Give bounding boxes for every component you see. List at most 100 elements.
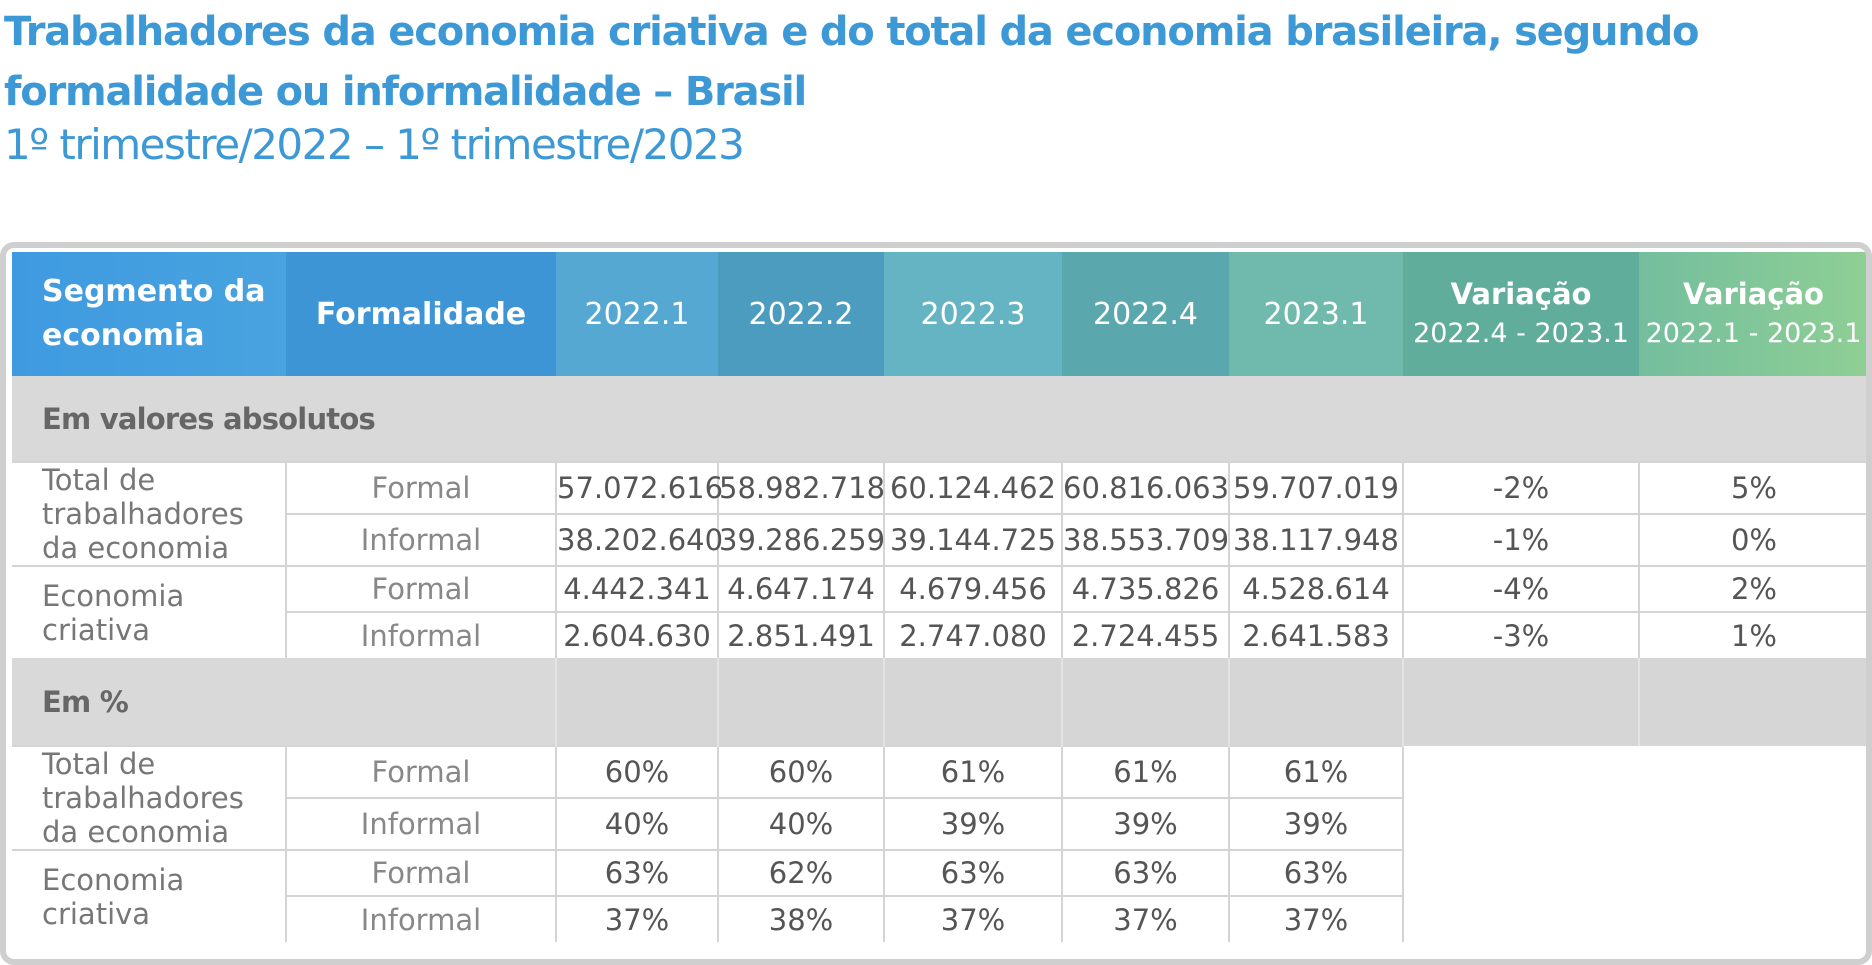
header-variation-1: Variação 2022.4 - 2023.1: [1403, 252, 1639, 376]
value-cell: 38.117.948: [1228, 513, 1403, 566]
value-cell: 39.286.259: [717, 513, 885, 566]
formality-cell: Formal: [285, 745, 556, 798]
segment-cell: Total de trabalhadores da economia: [12, 461, 286, 566]
table-frame: Segmento da economia Formalidade 2022.1 …: [0, 242, 1872, 965]
variation-title: Variação: [1450, 277, 1592, 311]
section-cell: [1228, 658, 1403, 746]
value-cell: 60.124.462: [883, 461, 1062, 514]
variation-cell: 0%: [1638, 513, 1866, 566]
header-period: 2022.1: [556, 252, 718, 376]
section-row-percent: Em %: [12, 658, 1866, 746]
header-formality: Formalidade: [286, 252, 556, 376]
segment-cell: Total de trabalhadores da economia: [12, 745, 286, 850]
value-cell: 2.724.455: [1061, 611, 1229, 658]
page-title: Trabalhadores da economia criativa e do …: [4, 9, 1700, 115]
section-cell: [1638, 658, 1866, 746]
formality-cell: Informal: [285, 895, 556, 942]
variation-cell: 5%: [1638, 461, 1866, 514]
value-cell: 37%: [1061, 895, 1229, 942]
value-cell: 37%: [883, 895, 1062, 942]
empty-cell: [1402, 746, 1639, 798]
value-cell: 63%: [555, 849, 718, 896]
value-cell: 58.982.718: [717, 461, 885, 514]
page-subtitle: 1º trimestre/2022 – 1º trimestre/2023: [4, 120, 745, 169]
segment-cell: Economia criativa: [12, 849, 286, 942]
value-cell: 2.604.630: [555, 611, 718, 658]
value-cell: 60%: [555, 745, 718, 798]
value-cell: 62%: [717, 849, 884, 896]
empty-cell: [1639, 798, 1866, 850]
absolute-values-body: Total de trabalhadores da economia Formal…: [12, 461, 1866, 658]
table-row: Informal 2.604.630 2.851.491 2.747.080 2.724…: [12, 611, 1866, 658]
empty-cell: [1639, 746, 1866, 798]
variation-title: Variação: [1683, 277, 1824, 311]
section-cell: [883, 658, 1062, 746]
section-cell: [717, 658, 884, 746]
value-cell: 4.647.174: [717, 565, 884, 612]
value-cell: 60%: [717, 745, 884, 798]
value-cell: 39.144.725: [883, 513, 1062, 566]
formality-cell: Informal: [285, 611, 556, 658]
header-segment: Segmento da economia: [12, 252, 286, 376]
table-row: Economia criativa Formal 4.442.341 4.647.17…: [12, 565, 1866, 658]
header-variation-2: Variação 2022.1 - 2023.1: [1639, 252, 1866, 376]
data-table: Segmento da economia Formalidade 2022.1 …: [12, 252, 1866, 942]
table-row: Economia criativa Formal 63% 62% 63% 63% 63%: [12, 849, 1866, 942]
section-cell: [555, 658, 718, 746]
table-row: Informal 37% 38% 37% 37% 37%: [12, 895, 1866, 942]
empty-cell: [1639, 896, 1866, 942]
value-cell: 2.851.491: [717, 611, 884, 658]
value-cell: 4.528.614: [1228, 565, 1403, 612]
value-cell: 37%: [1228, 895, 1403, 942]
value-cell: 57.072.616: [555, 461, 723, 514]
header-period: 2023.1: [1229, 252, 1403, 376]
header-period: 2022.2: [718, 252, 884, 376]
section-row-absolute: Em valores absolutos: [12, 376, 1866, 462]
value-cell: 4.735.826: [1061, 565, 1229, 612]
value-cell: 60.816.063: [1061, 461, 1229, 514]
value-cell: 39%: [1228, 797, 1403, 850]
section-cell: [1402, 658, 1639, 746]
value-cell: 40%: [717, 797, 884, 850]
formality-cell: Formal: [285, 565, 556, 612]
value-cell: 38.553.709: [1061, 513, 1229, 566]
header-period: 2022.4: [1062, 252, 1229, 376]
value-cell: 63%: [883, 849, 1062, 896]
section-label: Em valores absolutos: [12, 376, 1866, 462]
value-cell: 63%: [1228, 849, 1403, 896]
value-cell: 63%: [1061, 849, 1229, 896]
header-period: 2022.3: [884, 252, 1062, 376]
table-row: Total de trabalhadores da economia Formal…: [12, 461, 1866, 566]
value-cell: 38.202.640: [555, 513, 723, 566]
value-cell: 39%: [883, 797, 1062, 850]
empty-cell: [1639, 850, 1866, 896]
value-cell: 39%: [1061, 797, 1229, 850]
section-cell: [1061, 658, 1229, 746]
formality-cell: Informal: [285, 797, 556, 850]
table-row: Informal 40% 40% 39% 39% 39%: [12, 797, 1866, 850]
value-cell: 4.442.341: [555, 565, 718, 612]
table-row: Informal 38.202.640 39.286.259 39.144.725 38…: [12, 513, 1866, 566]
variation-range: 2022.1 - 2023.1: [1645, 318, 1862, 349]
variation-cell: -1%: [1402, 513, 1639, 566]
variation-cell: -4%: [1402, 565, 1639, 612]
empty-cell: [1402, 798, 1639, 850]
variation-range: 2022.4 - 2023.1: [1413, 318, 1629, 349]
value-cell: 59.707.019: [1228, 461, 1403, 514]
section-label: Em %: [12, 658, 556, 746]
value-cell: 38%: [717, 895, 884, 942]
formality-cell: Formal: [285, 849, 556, 896]
formality-cell: Formal: [285, 461, 556, 514]
value-cell: 37%: [555, 895, 718, 942]
formality-cell: Informal: [285, 513, 556, 566]
segment-cell: Economia criativa: [12, 565, 286, 658]
percent-values-body: Total de trabalhadores da economia Formal…: [12, 745, 1866, 942]
table-row: Total de trabalhadores da economia Formal…: [12, 745, 1866, 850]
value-cell: 61%: [1061, 745, 1229, 798]
value-cell: 2.747.080: [883, 611, 1062, 658]
header-row: Segmento da economia Formalidade 2022.1 …: [12, 252, 1866, 376]
value-cell: 61%: [883, 745, 1062, 798]
value-cell: 4.679.456: [883, 565, 1062, 612]
variation-cell: 2%: [1638, 565, 1866, 612]
value-cell: 61%: [1228, 745, 1403, 798]
